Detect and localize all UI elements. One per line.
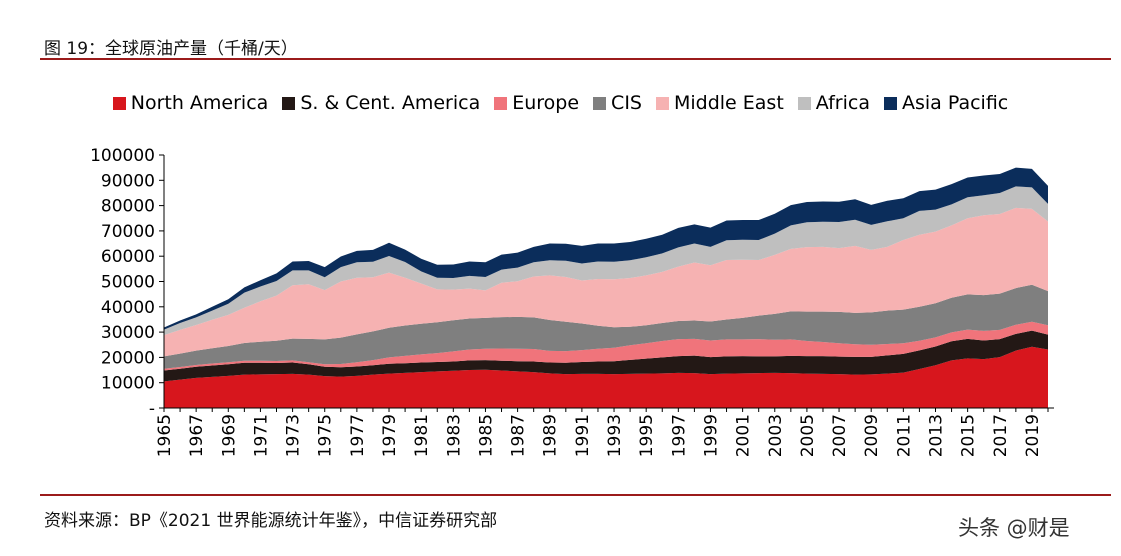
area-north-america <box>164 346 1048 408</box>
x-tick-label: 2005 <box>798 414 818 457</box>
area-asia-pacific <box>164 167 1048 330</box>
x-tick-label: 1977 <box>348 414 368 457</box>
legend-label: CIS <box>611 92 642 114</box>
x-tick-label: 2001 <box>734 414 754 457</box>
legend-item-s-cent-america: S. & Cent. America <box>282 92 480 114</box>
legend-label: Middle East <box>673 92 784 114</box>
legend-item-africa: Africa <box>797 92 870 114</box>
x-tick-label: 1999 <box>701 414 721 457</box>
x-tick-label: 2011 <box>894 414 914 457</box>
legend-swatch <box>282 96 296 110</box>
legend-item-europe: Europe <box>494 92 579 114</box>
chart-title: 图 19：全球原油产量（千桶/天） <box>44 39 298 59</box>
x-tick-label: 2003 <box>766 414 786 457</box>
x-tick-label: 1993 <box>605 414 625 457</box>
y-tick-label: 80000 <box>101 197 155 217</box>
legend-label: Africa <box>815 92 870 114</box>
x-tick-label: 1985 <box>476 414 496 457</box>
x-tick-label: 2007 <box>830 414 850 457</box>
x-tick-label: 1995 <box>637 414 657 457</box>
y-tick-label: 10000 <box>101 374 155 394</box>
legend-item-cis: CIS <box>593 92 642 114</box>
x-tick-label: 1967 <box>187 414 207 457</box>
legend-label: Asia Pacific <box>902 92 1009 114</box>
stacked-area-chart: - 10000 20000 30000 40000 50000 60000 70000 8000… <box>90 146 1054 457</box>
x-tick-label: 1971 <box>251 414 271 457</box>
top-divider <box>40 58 1111 60</box>
x-tick-label: 1989 <box>541 414 561 457</box>
y-tick-label: 70000 <box>101 222 155 242</box>
legend-swatch <box>593 96 607 110</box>
y-tick-label: 60000 <box>101 247 155 267</box>
area-europe <box>164 321 1048 371</box>
legend-swatch <box>884 96 897 110</box>
y-tick-label: 100000 <box>90 146 155 166</box>
x-tick-label: 1965 <box>155 414 175 457</box>
y-tick-label: 20000 <box>101 348 155 368</box>
watermark: 头条 @财是 <box>958 516 1070 540</box>
y-tick-label: 40000 <box>101 298 155 318</box>
x-tick-label: 1981 <box>412 414 432 457</box>
legend-label: S. & Cent. America <box>300 92 481 114</box>
x-tick-label: 2017 <box>991 414 1011 457</box>
legend-swatch <box>494 96 508 110</box>
legend-swatch <box>112 96 126 110</box>
source-note: 资料来源：BP《2021 世界能源统计年鉴》，中信证券研究部 <box>44 511 498 531</box>
x-tick-label: 2009 <box>862 414 882 457</box>
y-tick-label: - <box>149 399 155 419</box>
x-tick-label: 1983 <box>444 414 464 457</box>
x-tick-label: 1979 <box>380 414 400 457</box>
legend-label: Europe <box>512 92 580 114</box>
area-africa <box>164 186 1048 336</box>
x-tick-label: 1997 <box>669 414 689 457</box>
bottom-divider <box>40 494 1111 496</box>
x-tick-label: 2015 <box>959 414 979 457</box>
legend-item-middle-east: Middle East <box>655 92 784 114</box>
legend-label: North America <box>130 92 269 114</box>
area-s-cent-america <box>164 330 1048 382</box>
area-cis <box>164 284 1048 369</box>
x-tick-label: 1975 <box>316 414 336 457</box>
x-tick-label: 1973 <box>284 414 304 457</box>
legend-swatch <box>655 96 669 110</box>
y-tick-label: 50000 <box>101 273 155 293</box>
x-tick-label: 1987 <box>509 414 529 457</box>
x-tick-label: 2013 <box>926 414 946 457</box>
area-middle-east <box>164 207 1048 357</box>
legend-swatch <box>797 96 811 110</box>
x-tick-label: 2019 <box>1023 414 1043 457</box>
y-tick-label: 90000 <box>101 171 155 191</box>
legend-item-asia-pacific: Asia Pacific <box>884 92 1008 114</box>
chart-legend: North America S. & Cent. America Europe CIS… <box>0 92 1121 114</box>
x-tick-label: 1969 <box>219 414 239 457</box>
y-tick-label: 30000 <box>101 323 155 343</box>
x-tick-label: 1991 <box>573 414 593 457</box>
legend-item-north-america: North America <box>112 92 269 114</box>
